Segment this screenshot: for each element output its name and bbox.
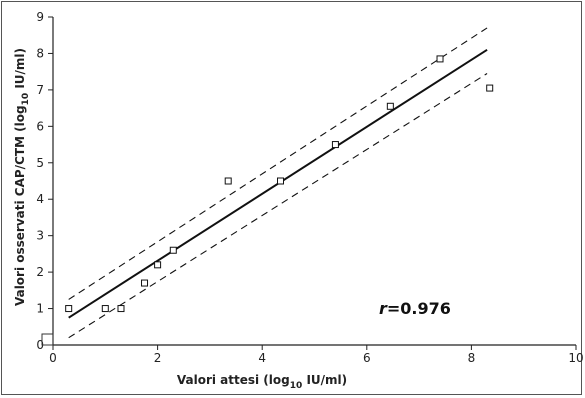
data-point xyxy=(101,305,109,313)
data-point xyxy=(65,305,73,313)
axes xyxy=(52,17,576,346)
x-axis-title: Valori attesi (log10 IU/ml) xyxy=(177,373,347,391)
y-tick-label: 7 xyxy=(36,83,44,97)
correlation-annotation: r=0.976 xyxy=(379,299,451,318)
corner-box xyxy=(41,333,54,346)
y-tick-label: 4 xyxy=(36,192,44,206)
data-point xyxy=(436,55,444,63)
data-point xyxy=(331,141,339,149)
y-tick-label: 6 xyxy=(36,119,44,133)
data-point xyxy=(117,305,125,313)
y-tick-label: 2 xyxy=(36,265,44,279)
x-tick-label: 10 xyxy=(568,351,583,365)
y-tick-label: 9 xyxy=(36,10,44,24)
x-tick-label: 8 xyxy=(468,351,476,365)
data-points xyxy=(65,55,494,313)
y-tick-label: 3 xyxy=(36,229,44,243)
y-tick-label: 0 xyxy=(36,338,44,352)
x-tick-label: 4 xyxy=(258,351,266,365)
data-point xyxy=(386,102,394,110)
y-tick-label: 5 xyxy=(36,156,44,170)
x-tick-label: 0 xyxy=(49,351,57,365)
data-point xyxy=(486,84,494,92)
y-axis-title: Valori osservati CAP/CTM (log10 IU/ml) xyxy=(13,48,31,306)
y-tick-label: 8 xyxy=(36,46,44,60)
data-point xyxy=(169,246,177,254)
confidence-upper-line xyxy=(68,27,488,300)
x-tick-label: 6 xyxy=(363,351,371,365)
data-point xyxy=(154,261,162,269)
y-tick-label: 1 xyxy=(36,302,44,316)
x-tick-label: 2 xyxy=(154,351,162,365)
data-point xyxy=(277,177,285,185)
confidence-lower-line xyxy=(68,73,488,339)
data-point xyxy=(224,177,232,185)
ticks: 0 2 4 6 8 10 0 1 2 3 4 5 6 7 8 9 xyxy=(36,10,583,365)
data-point xyxy=(141,279,149,287)
